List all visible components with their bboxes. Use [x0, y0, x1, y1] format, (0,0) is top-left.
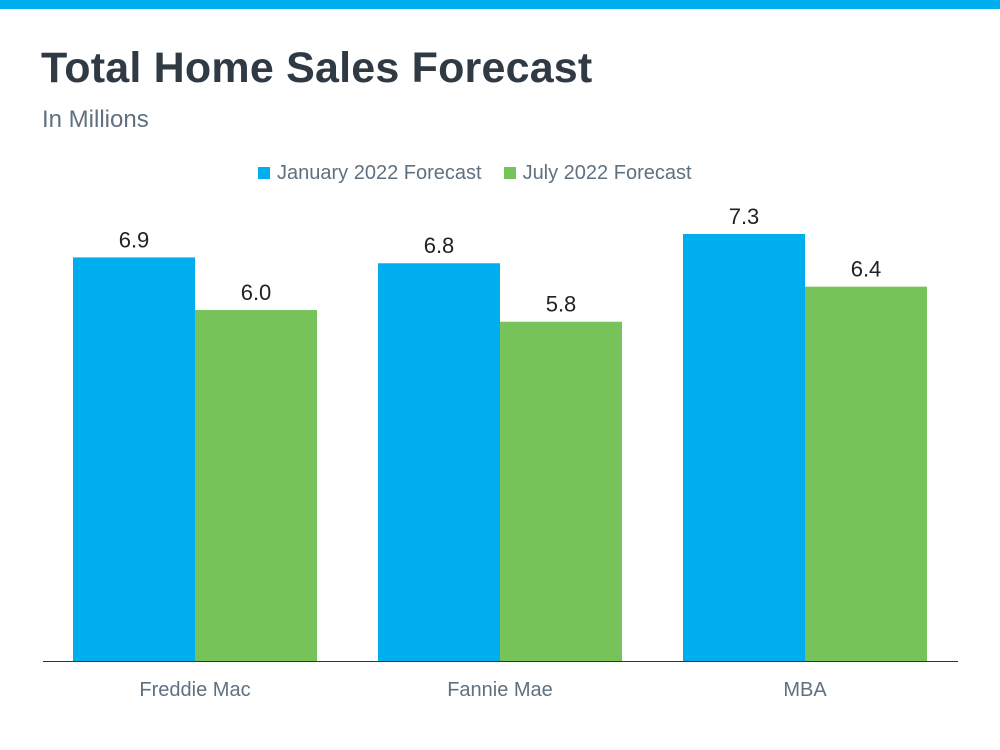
legend-swatch-january [258, 167, 270, 179]
data-label: 5.8 [546, 292, 577, 317]
chart-title: Total Home Sales Forecast [41, 44, 593, 92]
bar-july-fannie-mae [500, 321, 622, 661]
data-label: 7.3 [729, 204, 760, 229]
data-label: 6.0 [241, 280, 272, 305]
legend-item-january: January 2022 Forecast [258, 162, 482, 185]
x-tick-label: Fannie Mae [447, 679, 553, 701]
chart-subtitle: In Millions [42, 106, 149, 133]
x-tick-label: Freddie Mac [139, 679, 250, 701]
bar-july-mba [805, 286, 927, 661]
legend-label-july: July 2022 Forecast [522, 161, 692, 184]
bar-july-freddie-mac [195, 310, 317, 661]
data-label: 6.9 [119, 227, 150, 252]
data-label: 6.8 [424, 233, 455, 258]
legend-label-january: January 2022 Forecast [277, 161, 482, 184]
bar-january-fannie-mae [378, 263, 500, 661]
data-label: 6.4 [851, 257, 882, 282]
legend: January 2022 Forecast July 2022 Forecast [258, 160, 714, 186]
legend-item-july: July 2022 Forecast [503, 161, 692, 185]
legend-swatch-july [503, 167, 516, 179]
x-tick-label: MBA [783, 679, 827, 701]
bar-january-mba [683, 234, 805, 661]
bar-january-freddie-mac [73, 257, 195, 661]
top-accent-bar [0, 0, 1000, 9]
